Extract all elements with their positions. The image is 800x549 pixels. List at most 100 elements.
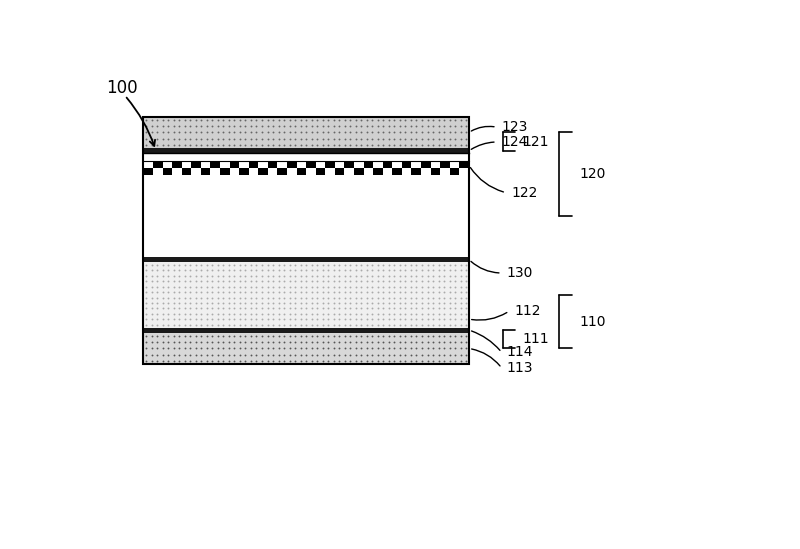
Point [228, 266, 241, 274]
Point [266, 344, 279, 353]
Point [327, 115, 340, 124]
Point [316, 315, 329, 324]
Point [322, 277, 334, 285]
Point [228, 277, 241, 285]
Point [394, 128, 406, 137]
Point [184, 321, 197, 329]
Point [338, 288, 351, 296]
Point [245, 128, 258, 137]
Point [150, 299, 163, 307]
Point [272, 357, 285, 366]
Point [211, 288, 224, 296]
Point [272, 304, 285, 313]
Point [322, 304, 334, 313]
Point [405, 141, 418, 149]
Point [150, 321, 163, 329]
Bar [326, 161, 335, 168]
Point [432, 260, 445, 269]
Point [338, 141, 351, 149]
Point [272, 315, 285, 324]
Point [162, 271, 174, 280]
Point [405, 310, 418, 318]
Point [178, 135, 191, 143]
Point [338, 271, 351, 280]
Bar [287, 161, 297, 168]
Point [173, 266, 186, 274]
Point [300, 304, 313, 313]
Point [333, 310, 346, 318]
Point [399, 122, 412, 131]
Point [278, 115, 290, 124]
Point [454, 266, 467, 274]
Point [178, 310, 191, 318]
Point [327, 315, 340, 324]
Point [338, 128, 351, 137]
Point [382, 260, 395, 269]
Point [228, 344, 241, 353]
Point [222, 310, 235, 318]
Point [388, 271, 401, 280]
Point [156, 293, 169, 302]
Point [377, 344, 390, 353]
Point [338, 115, 351, 124]
Point [338, 293, 351, 302]
Point [338, 277, 351, 285]
Point [443, 271, 456, 280]
Point [405, 135, 418, 143]
Point [454, 282, 467, 291]
Point [190, 266, 202, 274]
Point [371, 141, 384, 149]
Point [399, 266, 412, 274]
Point [388, 115, 401, 124]
Point [350, 266, 362, 274]
Point [316, 135, 329, 143]
Point [228, 293, 241, 302]
Point [283, 141, 296, 149]
Point [350, 135, 362, 143]
Point [278, 338, 290, 346]
Point [454, 128, 467, 137]
Point [206, 310, 218, 318]
Point [410, 271, 423, 280]
Point [150, 344, 163, 353]
Point [316, 304, 329, 313]
Point [261, 122, 274, 131]
Point [443, 304, 456, 313]
Point [162, 115, 174, 124]
Point [201, 135, 214, 143]
Point [388, 277, 401, 285]
Text: 130: 130 [506, 266, 533, 280]
Point [371, 344, 384, 353]
Point [140, 271, 153, 280]
Point [173, 344, 186, 353]
Point [361, 115, 374, 124]
Point [184, 344, 197, 353]
Point [278, 277, 290, 285]
Point [234, 304, 246, 313]
Point [366, 299, 378, 307]
Point [283, 266, 296, 274]
Point [294, 304, 307, 313]
Point [306, 304, 318, 313]
Point [195, 293, 208, 302]
Point [421, 332, 434, 340]
Point [366, 135, 378, 143]
Point [366, 338, 378, 346]
Point [146, 266, 158, 274]
Point [350, 332, 362, 340]
Point [443, 141, 456, 149]
Point [278, 266, 290, 274]
Point [371, 332, 384, 340]
Point [399, 304, 412, 313]
Point [146, 282, 158, 291]
Point [211, 344, 224, 353]
Point [184, 128, 197, 137]
Point [310, 310, 323, 318]
Point [306, 299, 318, 307]
Point [283, 357, 296, 366]
Point [355, 122, 368, 131]
Point [250, 282, 263, 291]
Point [377, 332, 390, 340]
Point [405, 321, 418, 329]
Point [294, 135, 307, 143]
